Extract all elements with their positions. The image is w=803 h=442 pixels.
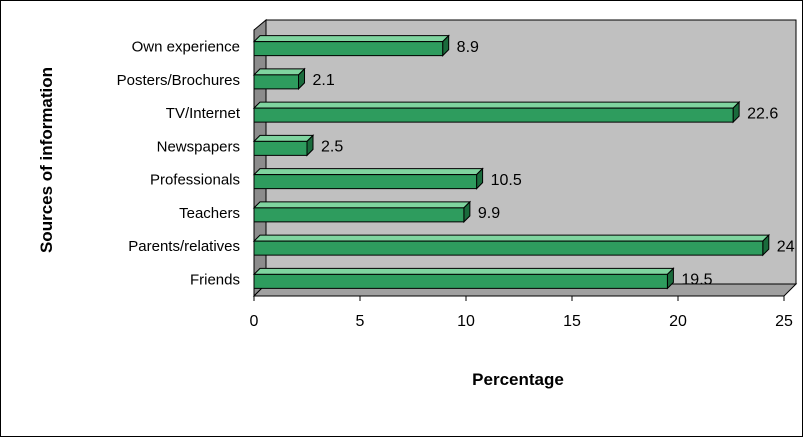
x-ticks: 0 5 10 15 20 25 <box>250 296 793 330</box>
category-label: Friends <box>190 271 240 288</box>
x-tick-label: 0 <box>250 313 259 330</box>
bar-top-face <box>252 201 472 209</box>
x-tick-label: 25 <box>775 313 793 330</box>
category-label: Teachers <box>179 205 240 222</box>
x-tick-label: 10 <box>457 313 475 330</box>
data-label: 19.5 <box>681 272 712 289</box>
x-tick-label: 20 <box>669 313 687 330</box>
bar-group: 2.5 Newspapers <box>157 134 343 157</box>
bar-group: 10.5 Professionals <box>150 167 522 190</box>
bar <box>253 41 444 57</box>
bar-top-face <box>252 168 484 176</box>
data-label: 2.5 <box>321 139 343 156</box>
bar-group: 19.5 Friends <box>190 267 713 290</box>
bar-top-face <box>252 101 741 109</box>
data-label: 8.9 <box>457 39 479 56</box>
bar-top-face <box>252 35 450 43</box>
category-label: Parents/relatives <box>128 238 240 255</box>
category-label: Newspapers <box>157 138 240 155</box>
y-axis-title: Sources of information <box>37 67 56 253</box>
x-tick-label: 15 <box>563 313 581 330</box>
bar <box>253 174 478 190</box>
category-label: Own experience <box>132 39 240 56</box>
bar-group: 9.9 Teachers <box>179 200 500 224</box>
bar <box>253 140 308 156</box>
bar <box>253 273 668 289</box>
data-label: 22.6 <box>747 105 778 122</box>
bar-top-face <box>252 234 771 242</box>
bar <box>253 240 764 256</box>
bar <box>253 207 465 223</box>
bar-group: 22.6 TV/Internet <box>166 100 778 124</box>
bar-group: 8.9 Own experience <box>132 34 479 57</box>
data-label: 2.1 <box>313 72 335 89</box>
category-label: Professionals <box>150 172 240 189</box>
x-axis-title: Percentage <box>472 370 564 389</box>
category-label: Posters/Brochures <box>117 72 240 89</box>
bar-group: 2.1 Posters/Brochures <box>117 67 335 91</box>
bar <box>253 74 300 90</box>
data-label: 10.5 <box>491 172 522 189</box>
data-label: 24 <box>777 238 795 255</box>
x-tick-label: 5 <box>356 313 365 330</box>
bars-layer: 8.9 Own experience 2.1 Posters/Brochures 22.… <box>117 34 795 290</box>
data-label: 9.9 <box>478 205 500 222</box>
bar-group: 24 Parents/relatives <box>128 233 795 257</box>
bar <box>253 107 734 123</box>
bar-top-face <box>252 267 675 275</box>
bar-top-face <box>252 134 315 142</box>
bar-top-face <box>252 68 306 76</box>
category-label: TV/Internet <box>166 105 241 122</box>
